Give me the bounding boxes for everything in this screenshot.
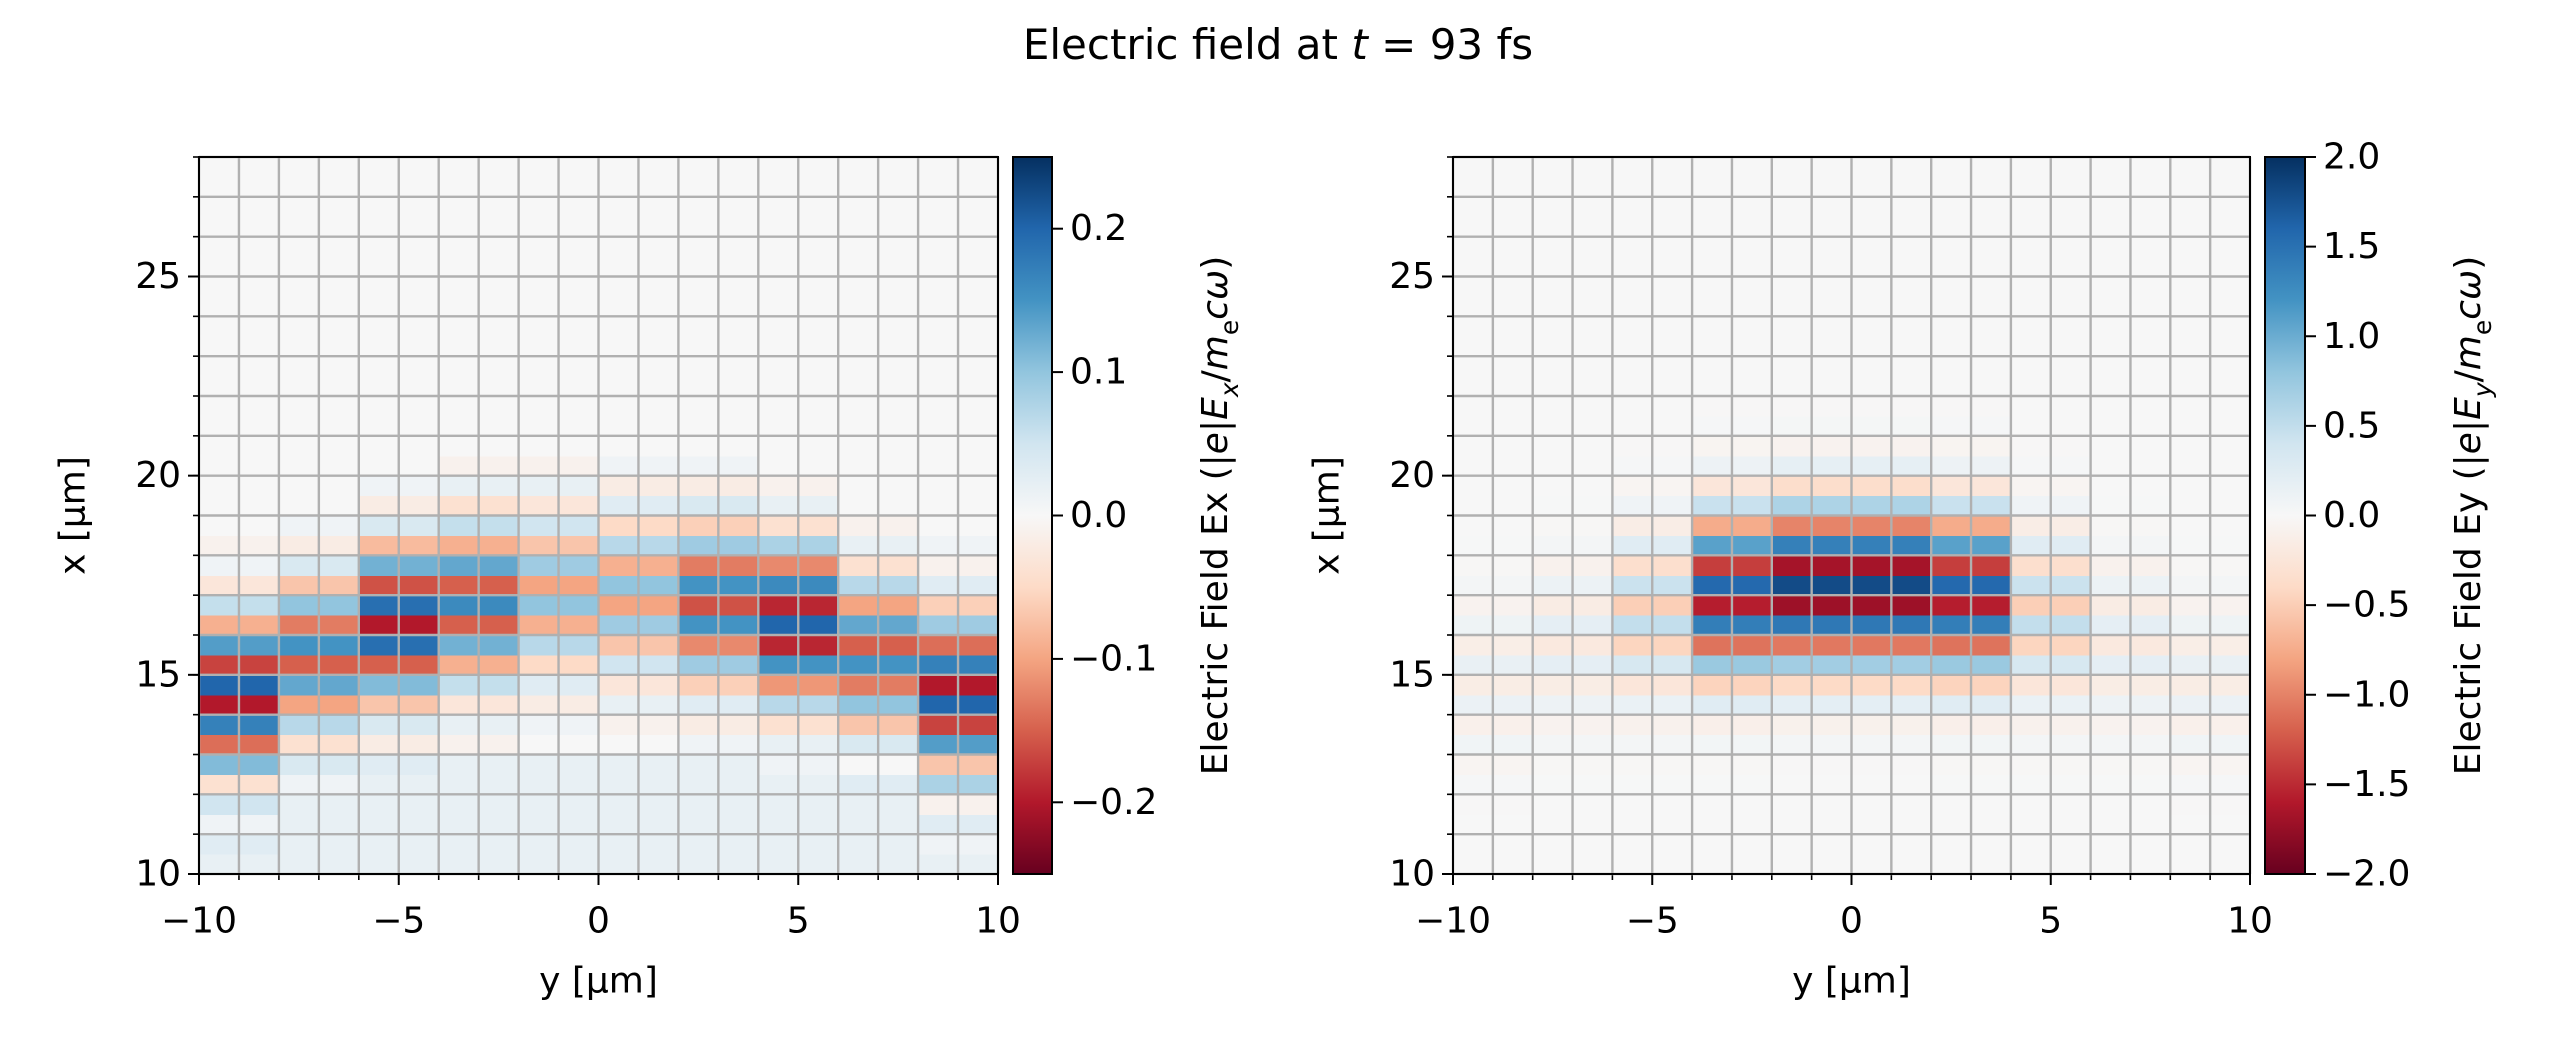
colorbar-label-part: m	[2448, 335, 2489, 370]
colorbar-label-part: c	[2448, 300, 2489, 320]
colorbar-label-part: e	[1195, 432, 1236, 454]
colorbar-tick-label: 0.5	[2323, 405, 2380, 446]
y-axis-label: x [µm]	[1307, 456, 1348, 575]
x-tick-label: −10	[1415, 901, 1491, 942]
y-tick-label: 10	[1389, 854, 1435, 895]
colorbar-label-part: c	[1195, 300, 1236, 320]
x-axis-label: y [µm]	[539, 961, 658, 1002]
colorbar-tick-label: −0.5	[2323, 585, 2410, 626]
colorbar-label-part: /	[1195, 369, 1236, 382]
x-tick-label: 5	[787, 901, 810, 942]
colorbar-tick-label: 0.1	[1070, 352, 1127, 393]
colorbar-tick-label: −0.1	[1070, 638, 1157, 679]
y-tick-label: 25	[1389, 256, 1435, 297]
x-axis-label: y [µm]	[1792, 961, 1911, 1002]
colorbar-tick-label: −1.5	[2323, 764, 2410, 805]
colorbar-tick-label: 0.0	[2323, 495, 2380, 536]
colorbar-label-part: e	[2468, 320, 2497, 335]
colorbar-label: Electric Field Ey (|e|Ey/mecω)	[2448, 256, 2498, 776]
colorbar-label-part: e	[2448, 432, 2489, 454]
colorbar	[1012, 156, 1053, 875]
x-tick-label: −10	[161, 901, 237, 942]
colorbar-tick-label: −1.0	[2323, 674, 2410, 715]
colorbar-label-part: )	[1195, 256, 1236, 270]
figure-title: Electric field at t = 93 fs	[1023, 20, 1533, 69]
colorbar-label-part: E	[1195, 397, 1236, 420]
colorbar	[2264, 156, 2306, 875]
y-axis-label: x [µm]	[53, 456, 94, 575]
colorbar-label-part: y	[2468, 381, 2497, 398]
title-text: Electric field at	[1023, 20, 1352, 69]
x-tick-label: −5	[1626, 901, 1679, 942]
colorbar-label: Electric Field Ex (|e|Ex/mecω)	[1195, 256, 1245, 776]
colorbar-label-part: ω	[2448, 270, 2489, 300]
colorbar-label-part: e	[1215, 320, 1244, 335]
x-tick-label: 0	[1840, 901, 1863, 942]
y-tick-label: 15	[135, 654, 181, 695]
colorbar-label-part: |	[1195, 420, 1236, 432]
y-tick-label: 15	[1389, 654, 1435, 695]
y-tick-label: 20	[1389, 455, 1435, 496]
y-tick-label: 10	[135, 854, 181, 895]
y-tick-label: 20	[135, 455, 181, 496]
colorbar-label-part: )	[2448, 256, 2489, 270]
title-variable: t	[1351, 20, 1369, 69]
colorbar-tick-label: −2.0	[2323, 854, 2410, 895]
x-tick-label: 10	[975, 901, 1021, 942]
colorbar-tick-label: 0.0	[1070, 495, 1127, 536]
colorbar-label-part: /	[2448, 369, 2489, 382]
colorbar-tick-label: 1.5	[2323, 226, 2380, 267]
colorbar-tick-label: 1.0	[2323, 316, 2380, 357]
y-tick-label: 25	[135, 256, 181, 297]
colorbar-label-part: x	[1215, 382, 1244, 398]
colorbar-tick-label: 0.2	[1070, 208, 1127, 249]
colorbar-label-part: E	[2448, 397, 2489, 420]
colorbar-label-part: Electric Field Ex (|	[1195, 454, 1236, 775]
colorbar-label-part: |	[2448, 420, 2489, 432]
colorbar-tick-label: −0.2	[1070, 782, 1157, 823]
x-tick-label: −5	[372, 901, 425, 942]
x-tick-label: 0	[587, 901, 610, 942]
x-tick-label: 10	[2227, 901, 2273, 942]
colorbar-tick-label: 2.0	[2323, 137, 2380, 178]
title-text: = 93 fs	[1368, 20, 1533, 69]
colorbar-label-part: m	[1195, 335, 1236, 370]
x-tick-label: 5	[2039, 901, 2062, 942]
colorbar-label-part: Electric Field Ey (|	[2448, 454, 2489, 775]
colorbar-label-part: ω	[1195, 270, 1236, 300]
